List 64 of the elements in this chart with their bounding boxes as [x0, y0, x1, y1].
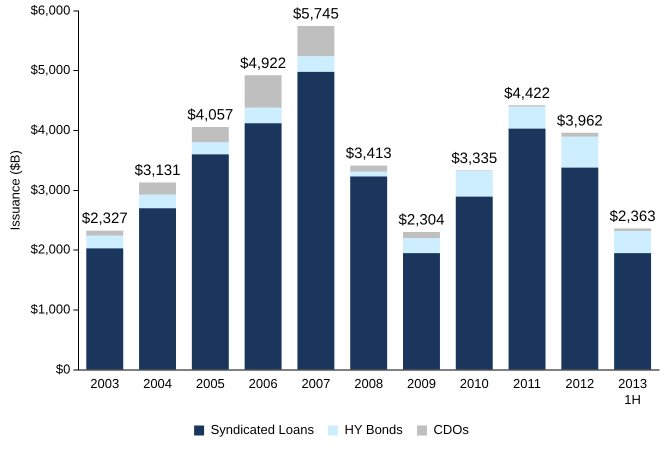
total-label: $2,327	[82, 210, 128, 228]
y-tick-label: $2,000	[30, 242, 70, 257]
bar	[350, 176, 388, 370]
x-tick-label: 2007	[301, 376, 330, 392]
bar	[139, 208, 176, 370]
bar	[86, 236, 124, 248]
y-tick-label: $5,000	[30, 62, 70, 78]
bar	[350, 166, 388, 172]
total-label: $3,413	[346, 145, 392, 162]
y-tick-label: $1,000	[30, 302, 70, 317]
bar	[192, 154, 229, 370]
x-tick-label: 2005	[196, 376, 225, 392]
bar	[508, 128, 546, 370]
bar	[192, 142, 229, 154]
total-label: $3,131	[134, 162, 180, 180]
bar	[561, 136, 598, 168]
total-label: $4,922	[240, 54, 286, 72]
bar	[350, 172, 388, 177]
y-tick-label: $6,000	[30, 2, 70, 18]
bar	[402, 232, 440, 238]
bar	[456, 170, 493, 197]
total-label: $4,422	[504, 84, 550, 102]
y-axis-title: Issuance ($B)	[7, 150, 22, 230]
bar	[614, 228, 652, 231]
x-tick-label: 2012	[565, 376, 594, 392]
legend-label: CDOs	[434, 422, 470, 438]
bar	[614, 253, 652, 370]
x-tick-label: 2008	[354, 376, 384, 392]
bar	[456, 196, 493, 370]
y-tick-label: $4,000	[30, 122, 70, 138]
bar	[402, 238, 440, 254]
bar	[192, 127, 229, 142]
bar	[561, 132, 598, 137]
bar	[244, 75, 282, 108]
bar	[244, 123, 282, 370]
bar	[297, 56, 334, 72]
bar	[614, 230, 652, 254]
legend-label: Syndicated Loans	[210, 422, 314, 438]
total-label: $5,745	[292, 6, 339, 23]
bar	[86, 230, 124, 236]
bar	[508, 106, 546, 129]
total-label: $2,363	[610, 208, 656, 226]
bar	[297, 26, 334, 56]
bar	[244, 108, 282, 124]
x-tick-label: 2009	[407, 376, 436, 392]
bar	[139, 182, 176, 194]
x-tick-label: 2004	[143, 376, 172, 392]
total-label: $3,335	[451, 150, 498, 167]
y-tick-label: $3,000	[30, 182, 70, 197]
bar	[139, 194, 176, 208]
bar	[86, 248, 124, 370]
total-label: $2,304	[398, 212, 444, 229]
total-label: $4,057	[187, 106, 234, 124]
x-tick-label: 2010	[460, 376, 489, 392]
legend-label: HY Bonds	[344, 422, 404, 438]
x-tick-label: 2003	[90, 376, 120, 392]
x-tick-label: 2013 1H	[618, 376, 648, 407]
x-tick-label: 2006	[248, 376, 278, 392]
bar	[402, 253, 440, 370]
total-label: $3,962	[556, 112, 603, 130]
bar	[297, 72, 334, 370]
x-tick-label: 2011	[513, 376, 542, 392]
y-tick-label: $0	[56, 361, 70, 376]
bar	[561, 168, 598, 370]
